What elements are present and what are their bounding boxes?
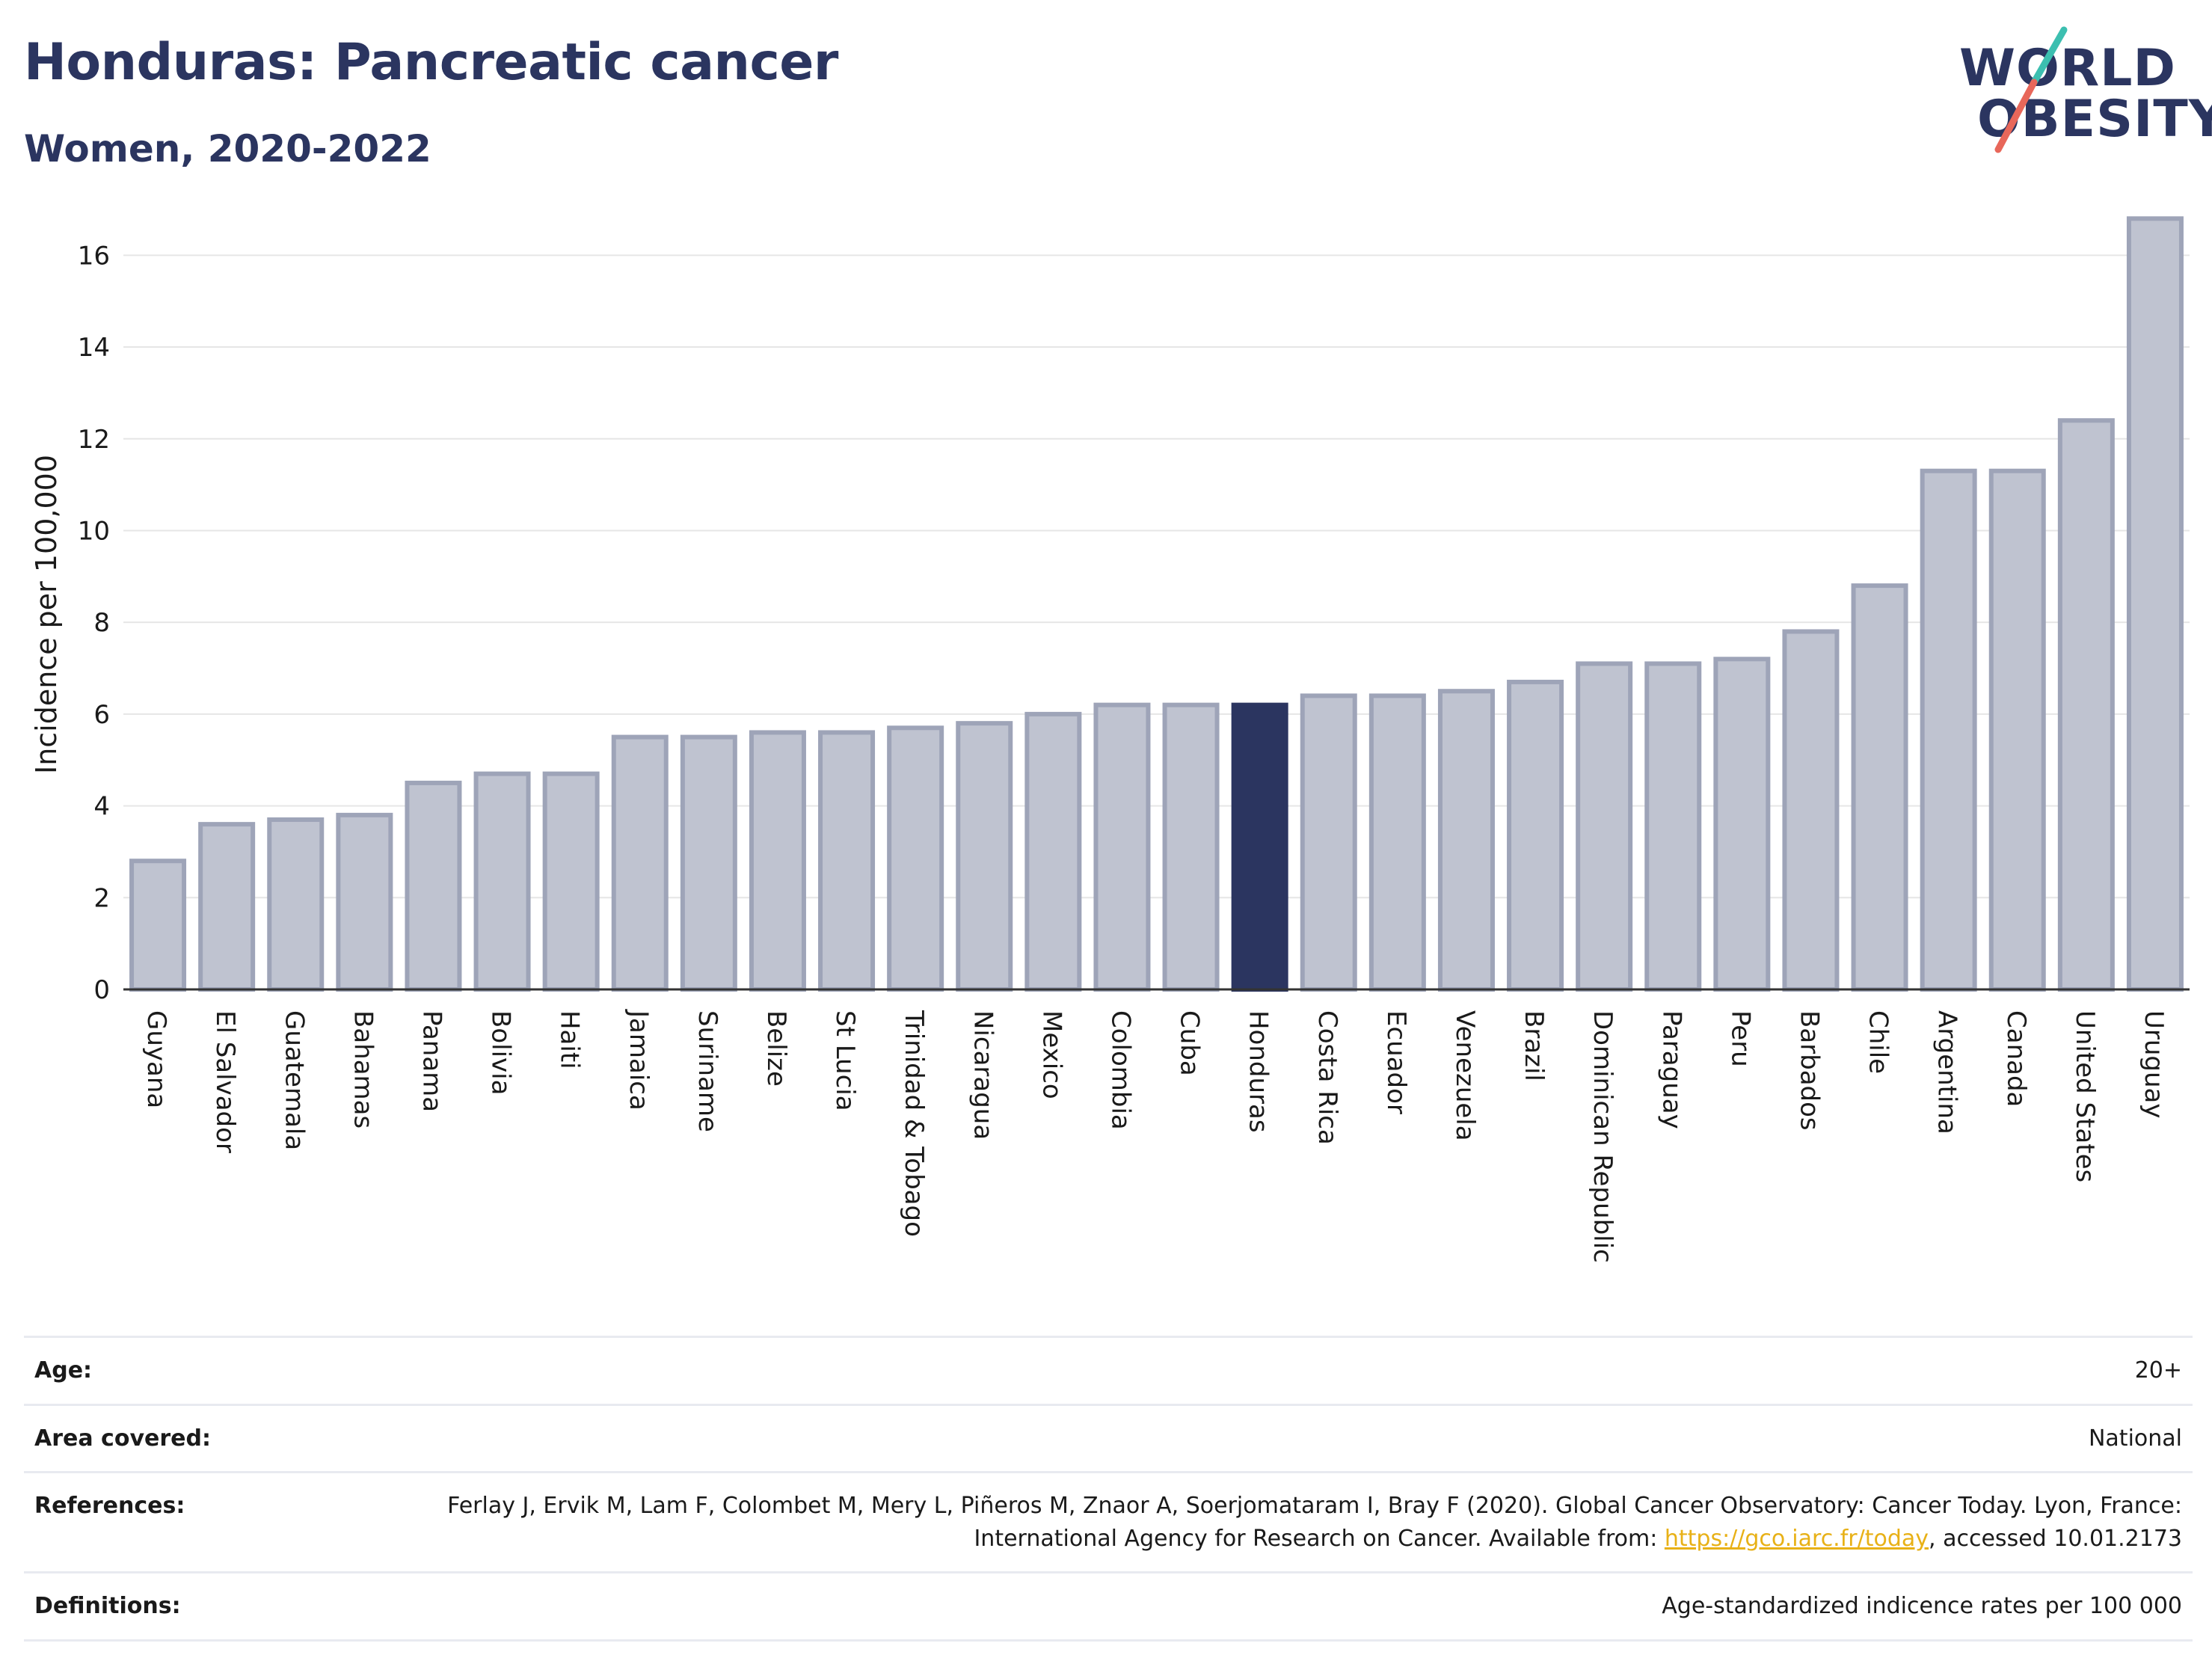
gridlines (123, 254, 2190, 899)
bar (1300, 693, 1357, 992)
bar (1162, 702, 1220, 992)
x-tick-label: Chile (1864, 1010, 1893, 1074)
logo-slash-icon (1994, 26, 2068, 153)
bar (542, 771, 600, 992)
chart-subtitle: Women, 2020-2022 (24, 127, 431, 171)
definitions-label: Definitions: (24, 1571, 344, 1642)
x-tick-label: Paraguay (1656, 1010, 1686, 1129)
info-row-area: Area covered: National (24, 1403, 2193, 1473)
references-label: References: (24, 1471, 344, 1573)
x-tick-label: Bolivia (486, 1010, 516, 1095)
x-tick-label: Belize (761, 1010, 791, 1087)
chart-title: Honduras: Pancreatic cancer (24, 33, 838, 92)
bar (2057, 418, 2115, 992)
y-tick-label: 8 (93, 608, 110, 638)
age-value: 20+ (344, 1336, 2193, 1406)
bar-highlighted (1231, 702, 1288, 992)
x-tick-label: Panama (417, 1010, 446, 1112)
bar (956, 721, 1013, 992)
logo-line-1: WORLD (1959, 39, 2176, 98)
definitions-value: Age-standardized indicence rates per 100… (344, 1571, 2193, 1642)
x-tick-label: St Lucia (830, 1010, 860, 1111)
x-tick-label: Mexico (1036, 1010, 1066, 1099)
x-tick-label: Guyana (141, 1010, 171, 1108)
bar (2126, 216, 2184, 992)
x-tick-label: Bahamas (348, 1010, 378, 1129)
bar (1713, 657, 1771, 992)
y-tick-label: 10 (78, 516, 110, 546)
bar (749, 730, 806, 992)
bar (1851, 583, 1908, 992)
bar (1576, 661, 1633, 992)
y-tick-label: 14 (78, 333, 110, 363)
bar (1507, 679, 1564, 992)
bar (1024, 711, 1082, 992)
x-tick-label: Nicaragua (968, 1010, 998, 1140)
y-axis-title: Incidence per 100,000 (30, 455, 63, 774)
references-text-1: Ferlay J, Ervik M, Lam F, Colombet M, Me… (447, 1493, 2182, 1552)
x-tick-label: Haiti (555, 1010, 585, 1069)
world-obesity-logo: WORLD OBESITY (1944, 22, 2212, 157)
x-tick-label: Canada (2001, 1010, 2031, 1107)
y-tick-label: 2 (93, 883, 110, 913)
bar (818, 730, 876, 992)
x-tick-label: El Salvador (210, 1010, 240, 1153)
x-tick-label: Peru (1725, 1010, 1755, 1067)
bar (611, 734, 669, 992)
y-tick-label: 6 (93, 700, 110, 730)
x-tick-label: Cuba (1175, 1010, 1205, 1076)
x-tick-label: Honduras (1244, 1010, 1274, 1133)
age-label: Age: (24, 1336, 344, 1406)
x-tick-label: Jamaica (624, 1009, 654, 1111)
bars (129, 216, 2184, 992)
y-tick-label: 12 (78, 425, 110, 455)
x-tick-label: Barbados (1794, 1010, 1824, 1131)
x-tick-label: Argentina (1932, 1010, 1962, 1134)
x-tick-label: United States (2070, 1010, 2100, 1182)
info-row-definitions: Definitions: Age-standardized indicence … (24, 1571, 2193, 1642)
y-tick-label: 16 (78, 241, 110, 271)
x-tick-label: Ecuador (1381, 1010, 1411, 1114)
x-tick-label: Trinidad & Tobago (899, 1010, 929, 1237)
info-row-age: Age: 20+ (24, 1336, 2193, 1406)
y-tick-label: 0 (93, 975, 110, 1005)
x-tick-label: Guatemala (279, 1010, 309, 1150)
bar (1782, 629, 1840, 992)
x-tick-label: Costa Rica (1312, 1010, 1342, 1145)
bar (1988, 468, 2046, 992)
area-value: National (344, 1403, 2193, 1473)
bar (1920, 468, 1977, 992)
info-table: Age: 20+ Area covered: National Referenc… (24, 1336, 2193, 1642)
bar (1093, 702, 1151, 992)
bar (1437, 689, 1495, 992)
x-tick-label: Colombia (1105, 1010, 1135, 1130)
bar (129, 859, 187, 992)
bar (473, 771, 531, 992)
bar (267, 817, 325, 992)
y-tick-label: 4 (93, 792, 110, 822)
x-tick-label: Dominican Republic (1588, 1010, 1617, 1263)
bar (405, 780, 462, 992)
references-value: Ferlay J, Ervik M, Lam F, Colombet M, Me… (344, 1471, 2193, 1573)
x-axis-ticks: Guyana El Salvador Guatemala Bahamas Panama B… (141, 1009, 2169, 1263)
x-tick-label: Venezuela (1450, 1010, 1480, 1141)
x-tick-label: Suriname (692, 1010, 722, 1132)
bar (198, 822, 256, 992)
area-label: Area covered: (24, 1403, 344, 1473)
references-link[interactable]: https://gco.iarc.fr/today (1664, 1525, 1929, 1552)
y-axis-ticks: 0 2 4 6 8 10 12 14 16 (78, 241, 110, 1005)
bar (680, 734, 737, 992)
bar (1368, 693, 1426, 992)
bar (336, 812, 393, 992)
x-tick-label: Brazil (1519, 1010, 1549, 1081)
bar (887, 725, 944, 992)
bar (1644, 661, 1702, 992)
bar-chart: 0 2 4 6 8 10 12 14 16 Guyana El Salvador Guatemala… (30, 216, 2190, 1263)
x-tick-label: Uruguay (2139, 1010, 2169, 1119)
references-text-2: , accessed 10.01.2173 (1929, 1525, 2182, 1552)
info-row-references: References: Ferlay J, Ervik M, Lam F, Co… (24, 1471, 2193, 1573)
